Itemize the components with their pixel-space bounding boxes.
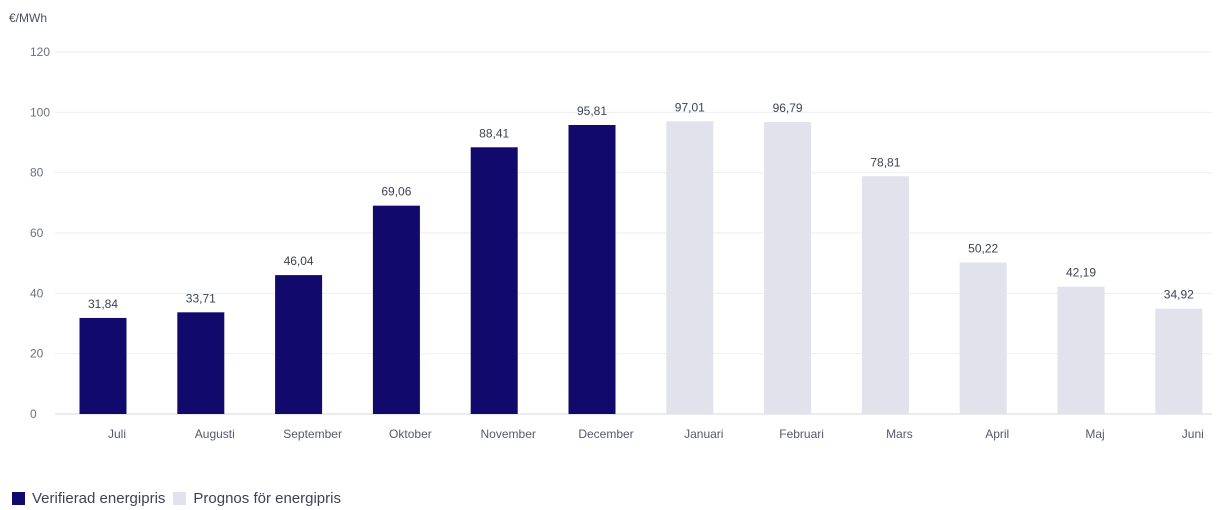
bar-value-label: 88,41: [479, 126, 509, 140]
bar: [470, 147, 518, 414]
bar-value-label: 95,81: [577, 104, 607, 118]
bar: [861, 176, 909, 414]
x-tick-label: Maj: [1085, 427, 1104, 441]
x-tick-label: Mars: [886, 427, 913, 441]
bar: [372, 205, 420, 414]
bar-value-label: 50,22: [968, 242, 998, 256]
x-axis-ticks: Juli Augusti September Oktober November Decem…: [108, 427, 1204, 441]
bar-value-label: 46,04: [284, 254, 314, 268]
bar: [666, 121, 714, 415]
bar: [275, 275, 323, 414]
bar: [1057, 286, 1105, 414]
x-tick-label: Oktober: [389, 427, 432, 441]
bar: [764, 122, 812, 414]
x-tick-label: Augusti: [195, 427, 235, 441]
bar-value-label: 78,81: [870, 155, 900, 169]
y-tick-label: 0: [30, 407, 37, 421]
legend-label-verified: Verifierad energipris: [32, 490, 166, 507]
bar-value-label: 97,01: [675, 100, 705, 114]
legend-swatch-verified: [12, 492, 25, 505]
x-tick-label: Juli: [108, 427, 126, 441]
legend-label-forecast: Prognos för energipris: [193, 490, 341, 507]
bar-value-label: 33,71: [186, 291, 216, 305]
legend-item-verified: Verifierad energipris: [12, 490, 165, 507]
y-tick-label: 40: [30, 286, 44, 300]
x-tick-label: November: [481, 427, 536, 441]
data-labels: 31,84 33,71 46,04 69,06 88,41 95,81 97,01 96,79…: [88, 100, 1194, 311]
x-tick-label: December: [578, 427, 633, 441]
bar-chart-svg: €/MWh 0 20 40 60 80 100 120 31,84 33,71 46,04 69,…: [9, 11, 1212, 441]
bar-value-label: 69,06: [381, 185, 411, 199]
y-tick-label: 100: [30, 105, 50, 119]
bar-value-label: 42,19: [1066, 266, 1096, 280]
bar-value-label: 34,92: [1164, 288, 1194, 302]
y-axis-unit-label: €/MWh: [9, 11, 47, 25]
bar: [1155, 308, 1203, 414]
legend-item-forecast: Prognos för energipris: [173, 490, 341, 507]
bar: [568, 124, 616, 414]
x-tick-label: Januari: [684, 427, 723, 441]
x-tick-label: April: [985, 427, 1009, 441]
y-tick-label: 120: [30, 45, 50, 59]
x-tick-label: Juni: [1182, 427, 1204, 441]
bar: [177, 312, 225, 414]
bar-value-label: 96,79: [773, 101, 803, 115]
bar: [79, 317, 127, 414]
gridlines: [55, 51, 1212, 415]
legend-swatch-forecast: [173, 492, 187, 505]
y-tick-label: 80: [30, 166, 44, 180]
x-tick-label: Februari: [779, 427, 824, 441]
y-tick-label: 20: [30, 347, 44, 361]
bars: [79, 121, 1203, 415]
y-tick-label: 60: [30, 226, 44, 240]
y-axis-ticks: 0 20 40 60 80 100 120: [30, 45, 50, 421]
bar: [959, 262, 1007, 414]
x-tick-label: September: [283, 427, 342, 441]
legend: Verifierad energipris Prognos för energi…: [12, 490, 349, 507]
bar-value-label: 31,84: [88, 297, 118, 311]
